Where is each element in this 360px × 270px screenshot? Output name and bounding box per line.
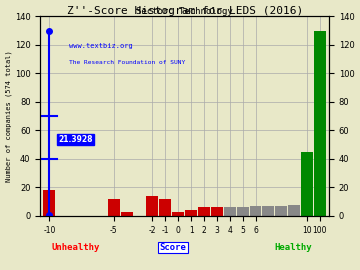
Bar	[159, 199, 171, 216]
Y-axis label: Number of companies (574 total): Number of companies (574 total)	[5, 50, 12, 182]
Bar	[108, 199, 120, 216]
Bar	[44, 190, 55, 216]
Bar	[237, 207, 248, 216]
Text: www.textbiz.org: www.textbiz.org	[69, 43, 133, 49]
Text: Healthy: Healthy	[274, 243, 312, 252]
Bar	[211, 207, 223, 216]
Bar	[262, 206, 274, 216]
Text: Sector: Technology: Sector: Technology	[136, 7, 233, 16]
Bar	[301, 152, 313, 216]
Bar	[314, 31, 326, 216]
Text: Unhealthy: Unhealthy	[52, 243, 100, 252]
Bar	[185, 210, 197, 216]
Title: Z''-Score Histogram for LEDS (2016): Z''-Score Histogram for LEDS (2016)	[67, 6, 303, 16]
Bar	[288, 205, 300, 216]
Bar	[224, 207, 236, 216]
Bar	[249, 206, 261, 216]
Bar	[198, 207, 210, 216]
Text: The Research Foundation of SUNY: The Research Foundation of SUNY	[69, 60, 185, 65]
Bar	[275, 206, 287, 216]
Bar	[172, 212, 184, 216]
Text: 21.3928: 21.3928	[58, 135, 93, 144]
Bar	[147, 196, 158, 216]
Bar	[121, 212, 132, 216]
Text: Score: Score	[159, 243, 186, 252]
